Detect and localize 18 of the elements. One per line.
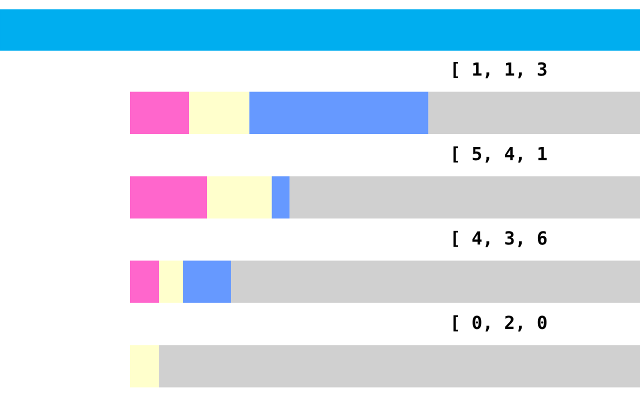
annotation: [ 5, 4, 1	[453, 146, 547, 163]
bar	[183, 260, 231, 303]
bar	[189, 92, 250, 134]
bar	[428, 92, 640, 134]
bar	[130, 260, 160, 303]
annotation: [ 4, 3, 6	[453, 230, 547, 248]
annotation: [ 0, 2, 0	[453, 315, 547, 332]
bar	[249, 92, 428, 134]
bar	[130, 92, 190, 134]
bar	[290, 176, 640, 218]
bar	[159, 345, 640, 388]
bar	[130, 176, 208, 218]
bar	[230, 260, 640, 303]
bar	[130, 345, 160, 388]
bar	[207, 176, 272, 218]
bar	[272, 176, 290, 218]
annotation: [ 1, 1, 3	[453, 62, 546, 78]
bar	[159, 260, 184, 303]
